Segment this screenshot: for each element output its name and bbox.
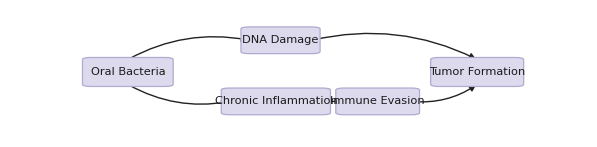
Text: DNA Damage: DNA Damage xyxy=(242,35,319,45)
FancyArrowPatch shape xyxy=(313,33,475,58)
FancyArrowPatch shape xyxy=(129,85,227,105)
Text: Chronic Inflammation: Chronic Inflammation xyxy=(214,96,337,106)
Text: Tumor Formation: Tumor Formation xyxy=(429,67,525,77)
FancyBboxPatch shape xyxy=(241,27,320,54)
FancyBboxPatch shape xyxy=(82,57,173,86)
FancyBboxPatch shape xyxy=(221,88,331,115)
FancyArrowPatch shape xyxy=(413,86,475,102)
FancyBboxPatch shape xyxy=(336,88,420,115)
Text: Oral Bacteria: Oral Bacteria xyxy=(91,67,165,77)
FancyArrowPatch shape xyxy=(129,36,247,59)
FancyBboxPatch shape xyxy=(430,57,524,86)
FancyArrowPatch shape xyxy=(324,99,341,104)
Text: Immune Evasion: Immune Evasion xyxy=(330,96,425,106)
